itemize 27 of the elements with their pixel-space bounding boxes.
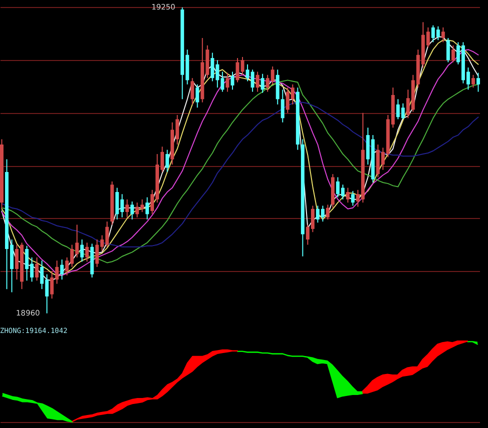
candlestick xyxy=(130,201,134,220)
candlestick xyxy=(451,44,455,63)
candlestick xyxy=(396,98,400,120)
candlestick xyxy=(236,58,240,83)
candlestick xyxy=(125,198,129,218)
candlestick xyxy=(60,259,64,280)
candlestick xyxy=(196,84,200,108)
candlestick xyxy=(230,71,234,90)
candlestick xyxy=(280,89,284,123)
candlestick xyxy=(260,73,264,94)
candlestick xyxy=(80,238,84,262)
candlestick xyxy=(240,56,244,76)
candlestick xyxy=(145,196,149,220)
candlestick xyxy=(190,78,194,105)
candlestick xyxy=(326,204,330,220)
candlestick xyxy=(85,242,89,262)
candlestick xyxy=(446,37,450,63)
candlestick xyxy=(351,190,355,206)
candlestick xyxy=(346,187,350,204)
candlestick xyxy=(166,149,170,172)
candlestick xyxy=(226,72,230,92)
candlestick xyxy=(256,71,260,92)
candlestick xyxy=(476,72,480,92)
candlestick xyxy=(441,26,445,43)
candlestick xyxy=(35,256,39,282)
candlestick xyxy=(471,74,475,88)
candlestick xyxy=(401,102,405,120)
